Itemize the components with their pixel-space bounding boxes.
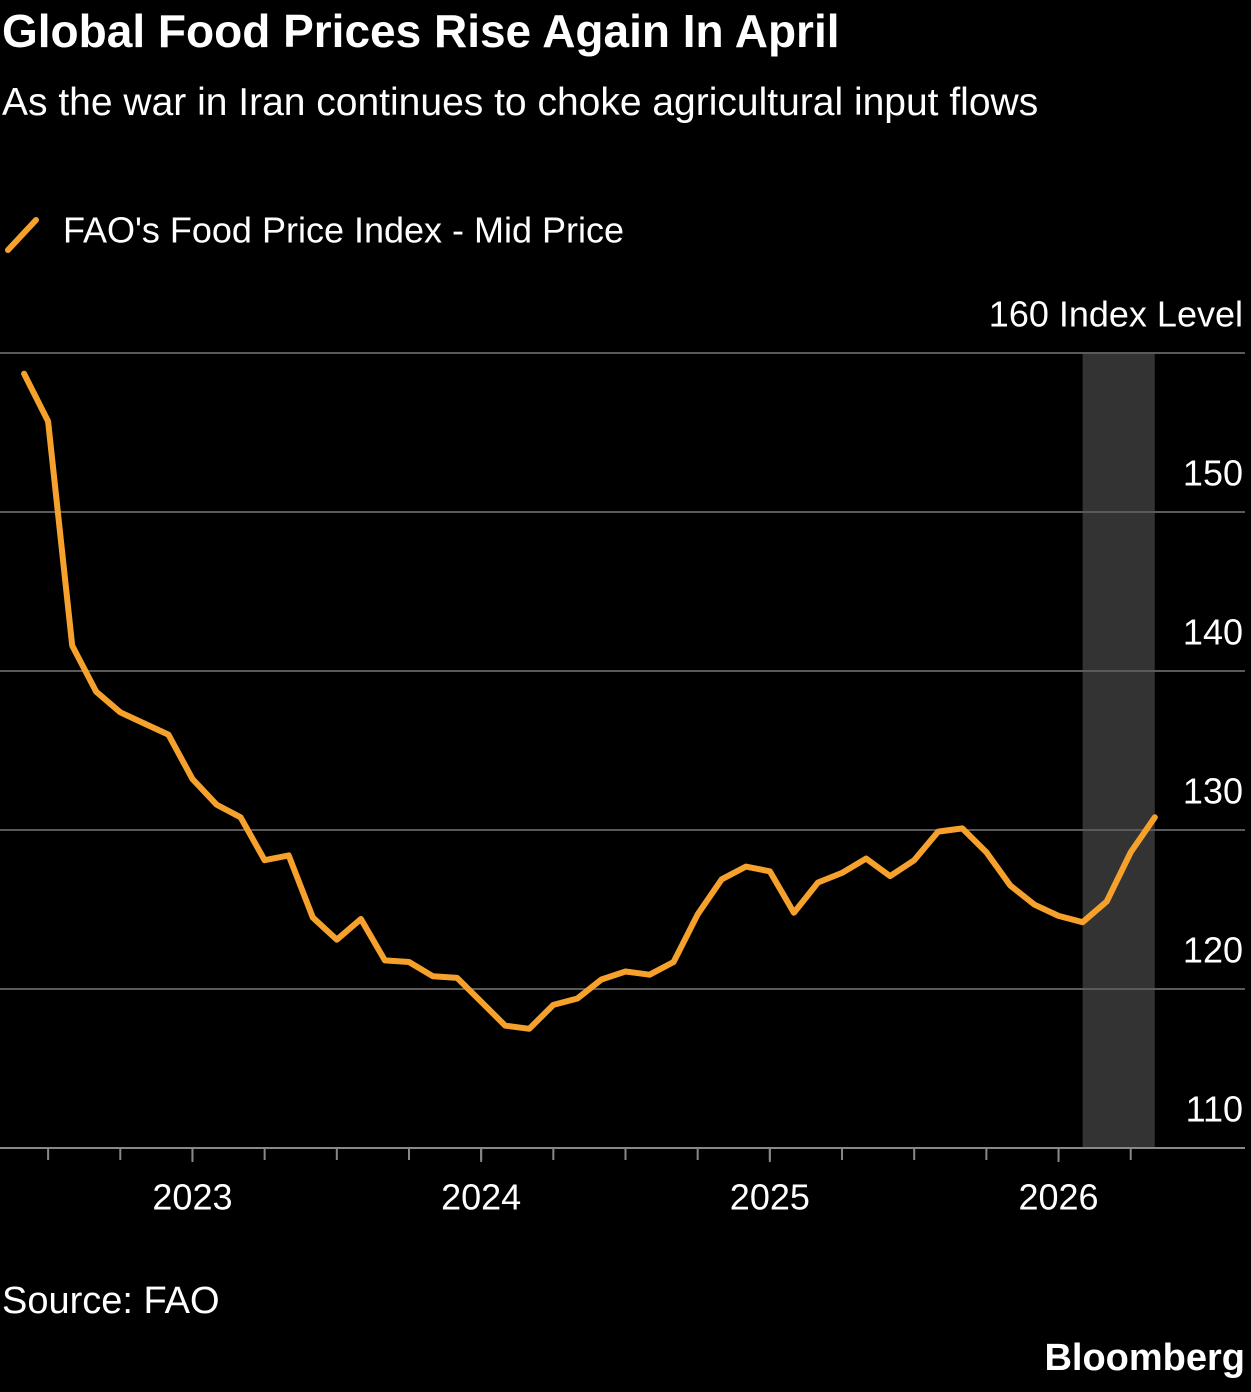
x-tick-label: 2023: [152, 1177, 232, 1218]
y-tick-label: 130: [1183, 771, 1243, 812]
line-series: [21, 370, 1158, 1032]
shaded-range: [1082, 353, 1155, 1148]
chart-subtitle: As the war in Iran continues to choke ag…: [2, 81, 1039, 124]
source: Source: FAO: [2, 1280, 220, 1322]
x-tick-label: 2025: [730, 1177, 810, 1218]
y-tick-label: 140: [1183, 612, 1243, 653]
legend-icon: [5, 217, 39, 253]
logo: Bloomberg: [1044, 1337, 1245, 1379]
y-tick-label: 160 Index Level: [989, 294, 1243, 335]
y-tick-label: 120: [1183, 930, 1243, 971]
chart-title: Global Food Prices Rise Again In April: [2, 5, 840, 57]
x-tick-label: 2026: [1018, 1177, 1098, 1218]
y-tick-label: 150: [1183, 453, 1243, 494]
legend-label: FAO's Food Price Index - Mid Price: [63, 210, 624, 251]
y-tick-label: 110: [1186, 1089, 1243, 1130]
x-tick-label: 2024: [441, 1177, 521, 1218]
